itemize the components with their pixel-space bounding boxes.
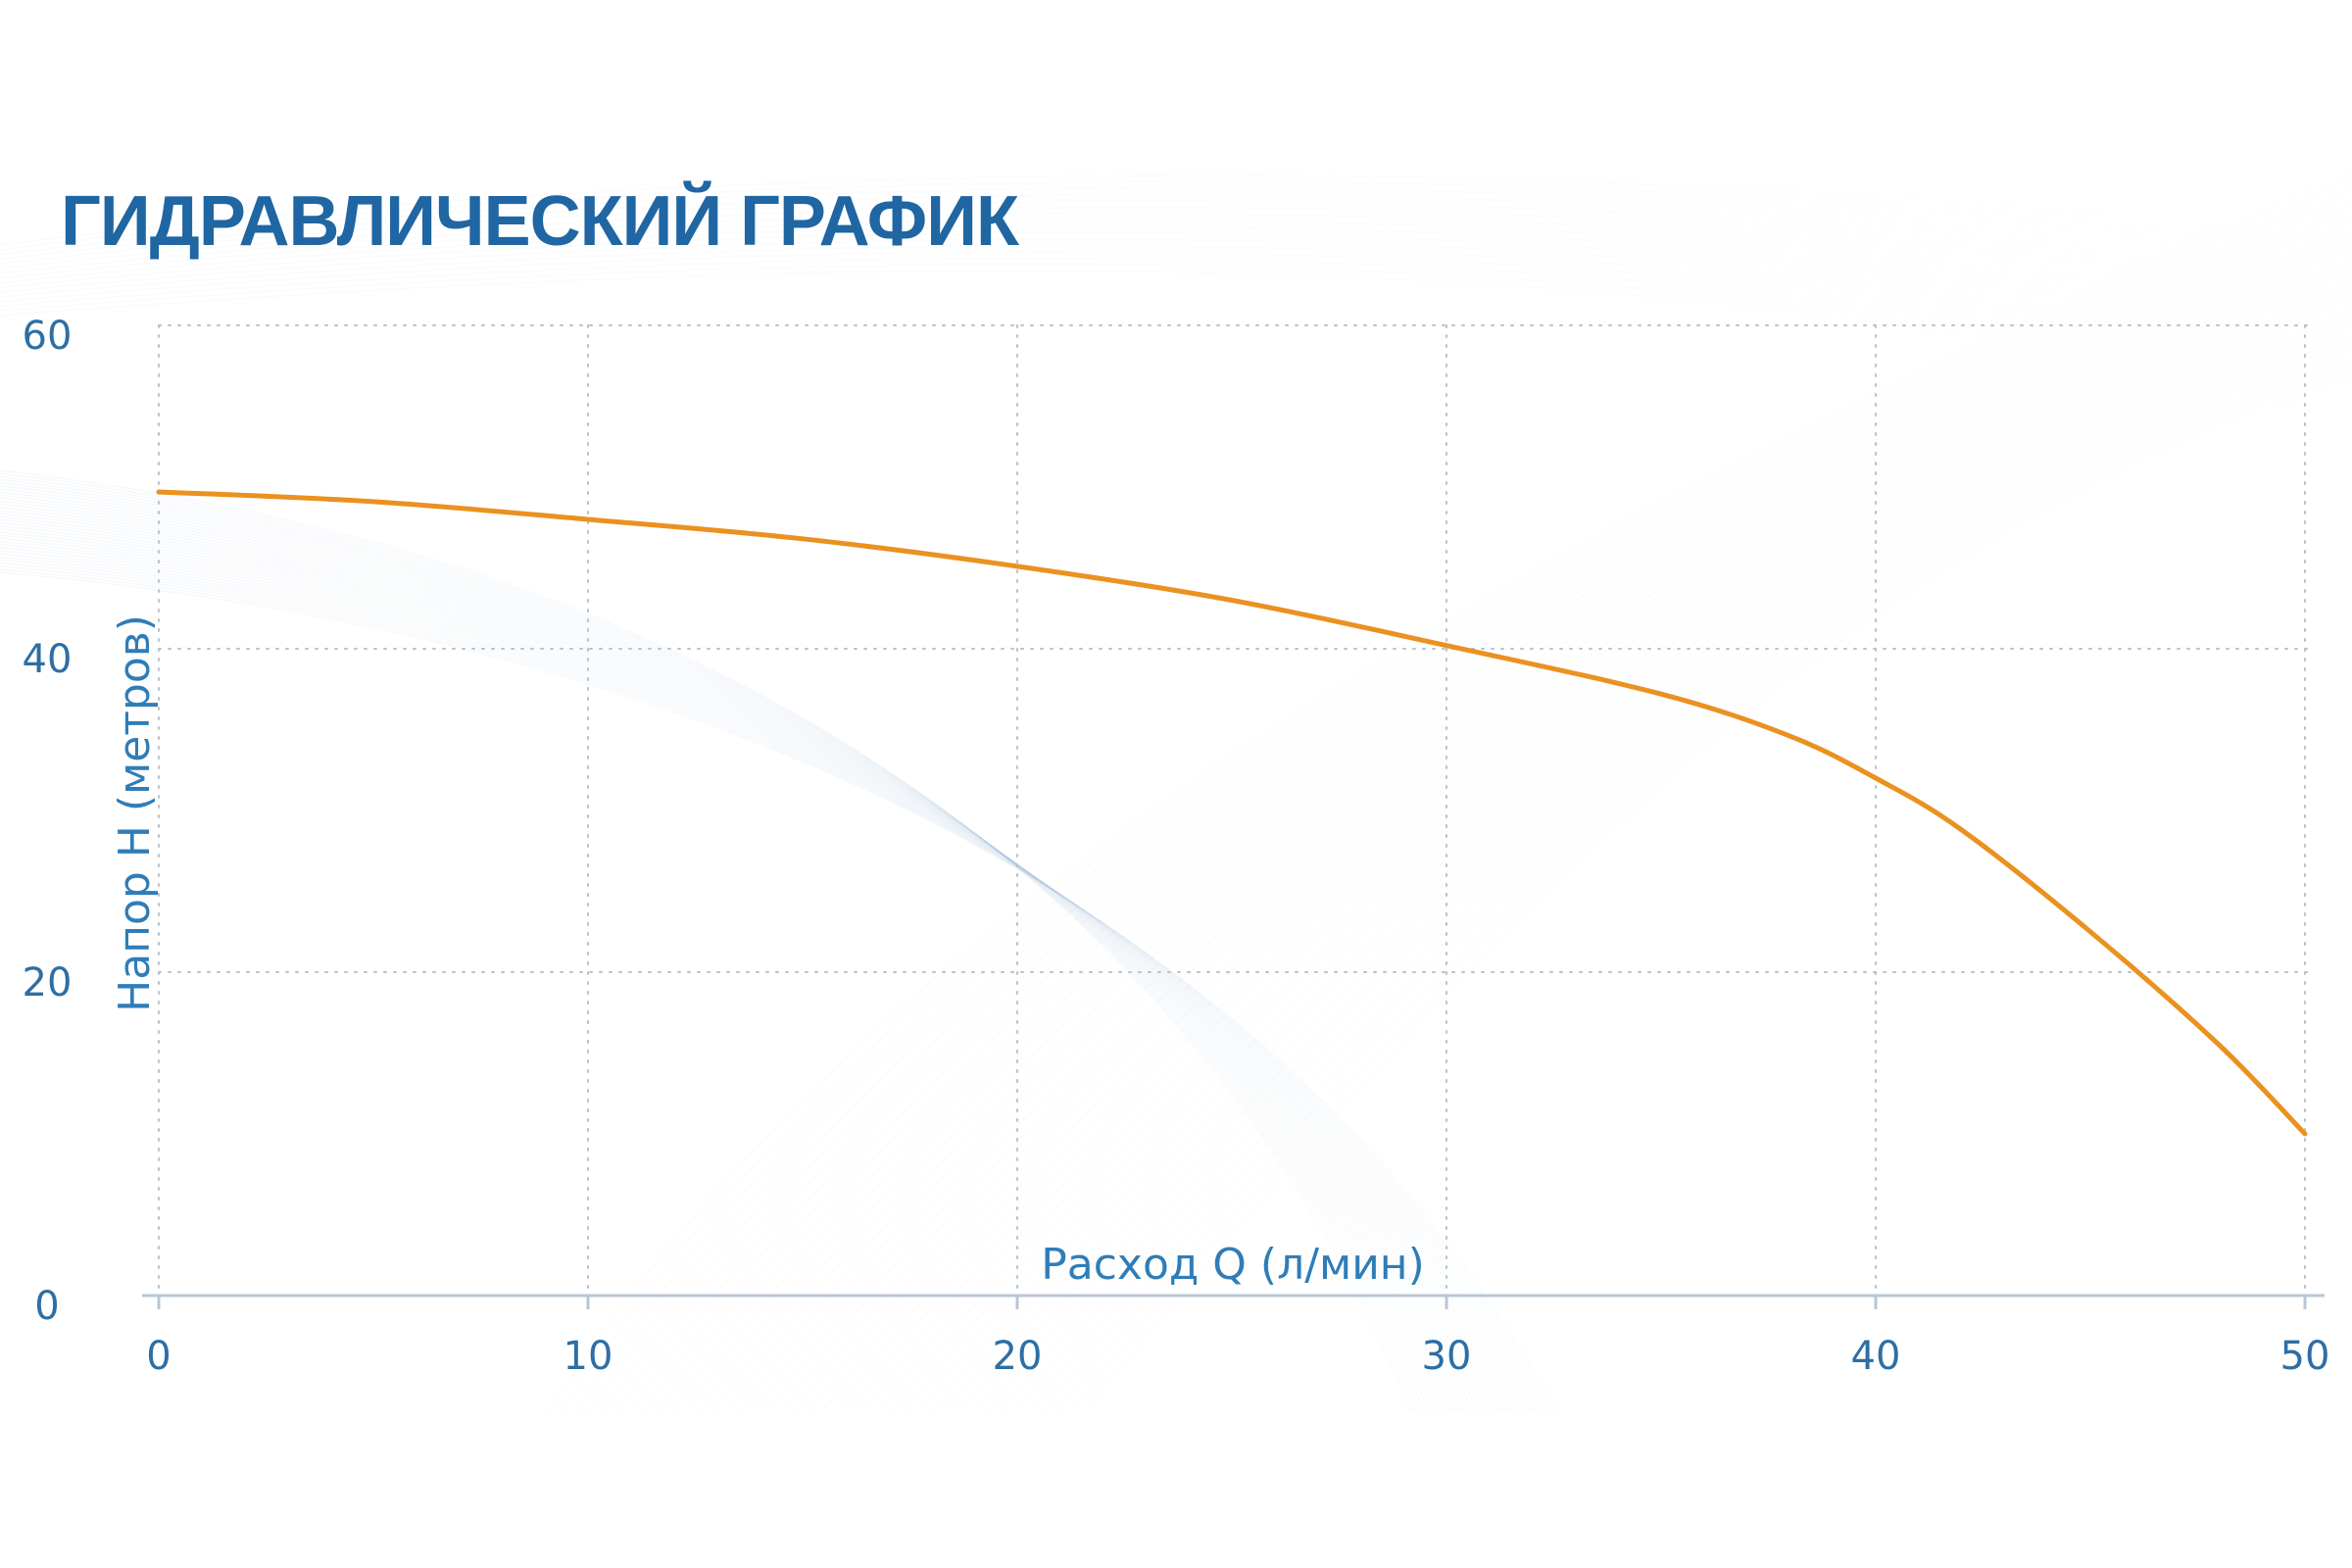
y-tick-label: 0 (34, 1284, 59, 1329)
x-tick-label: 30 (1422, 1334, 1472, 1379)
x-tick-label: 0 (146, 1334, 171, 1379)
x-tick-label: 10 (564, 1334, 613, 1379)
x-tick-label: 50 (2280, 1334, 2330, 1379)
grid (158, 324, 2316, 1297)
pump-curve-line (156, 489, 2308, 1137)
x-tick-label: 40 (1851, 1334, 1901, 1379)
chart-title: ГИДРАВЛИЧЕСКИЙ ГРАФИК (61, 180, 1020, 261)
x-axis-title: Расход Q (л/мин) (1041, 1240, 1425, 1290)
y-tick-label: 60 (23, 314, 73, 359)
y-tick-label: 40 (23, 637, 73, 682)
y-axis-title: Напор H (метров) (110, 614, 160, 1012)
x-tick-label: 20 (993, 1334, 1043, 1379)
y-axis: 0 20 40 60 (23, 314, 73, 1329)
y-tick-label: 20 (23, 960, 73, 1005)
x-axis: 0 10 20 30 40 50 (142, 1294, 2330, 1379)
series-layer (156, 489, 2308, 1137)
